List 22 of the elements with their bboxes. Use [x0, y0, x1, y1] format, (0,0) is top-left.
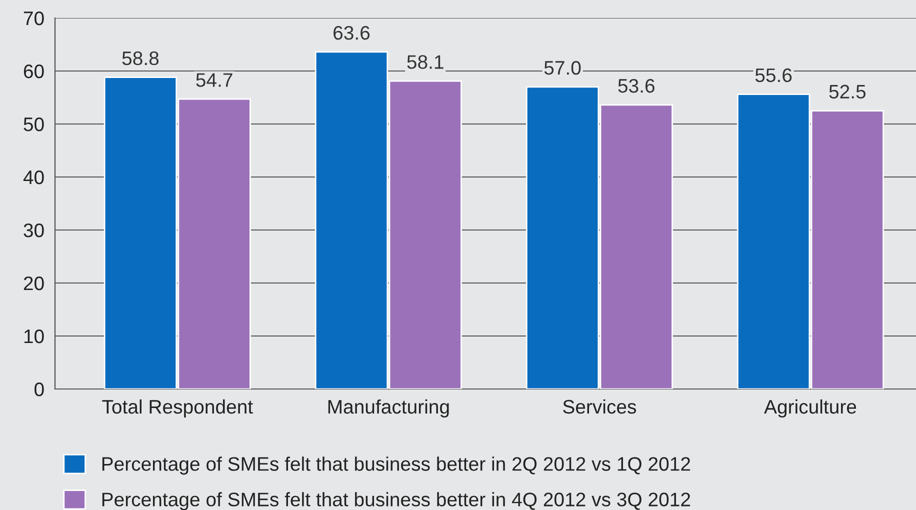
y-tick-label: 60: [24, 64, 44, 78]
y-tick-label: 40: [23, 170, 44, 184]
data-label: 55.6: [755, 68, 792, 82]
data-label: 58.8: [122, 51, 159, 66]
y-tick-label: 0: [34, 382, 44, 396]
x-tick-label: Services: [563, 399, 636, 414]
y-tick-label: 30: [24, 223, 44, 238]
x-tick-label: Agriculture: [764, 399, 856, 418]
x-tick-label: Total Respondent: [102, 399, 253, 418]
legend-label: Percentage of SMEs felt that business better in 2Q 2012 vs 1Q 2012: [102, 456, 690, 475]
data-label: 52.5: [829, 84, 866, 99]
y-tick-label: 10: [24, 329, 44, 344]
y-tick-label: 50: [24, 117, 44, 132]
data-label: 54.7: [196, 73, 232, 87]
y-tick-label: 20: [24, 276, 44, 290]
x-tick-label: Manufacturing: [328, 399, 449, 418]
data-label: 58.1: [407, 55, 444, 69]
data-label: 63.6: [334, 26, 370, 40]
y-tick-label: 70: [24, 11, 44, 26]
data-label: 53.6: [618, 78, 654, 93]
legend-label: Percentage of SMEs felt that business better in 4Q 2012 vs 3Q 2012: [102, 492, 690, 510]
data-label: 57.0: [544, 60, 581, 75]
